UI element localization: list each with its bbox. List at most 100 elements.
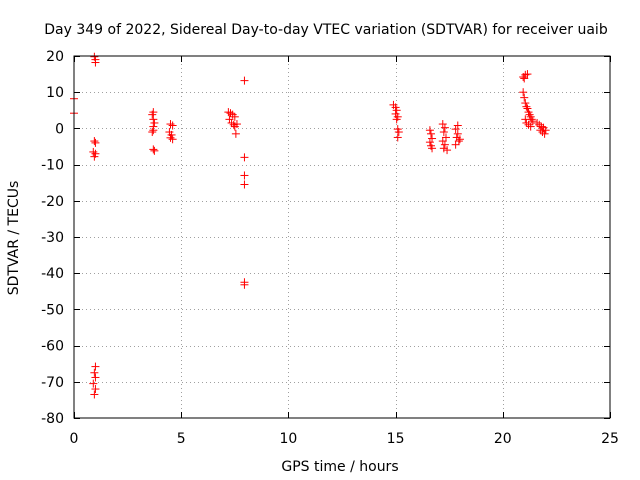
data-point (426, 129, 435, 138)
data-point (425, 138, 434, 147)
data-point (166, 133, 175, 142)
data-point (240, 153, 249, 162)
data-point (91, 138, 100, 147)
data-point (540, 129, 549, 138)
axis-ticks: 0 5 10 15 20 25 20 10 0 -10 -20 -30 -40 -50 -60 -70 -80 (41, 49, 619, 447)
data-point (538, 128, 547, 137)
data-point (225, 115, 234, 124)
data-point (90, 137, 99, 146)
data-point (89, 147, 98, 156)
data-point (541, 126, 550, 135)
data-point (453, 129, 462, 138)
data-point (519, 88, 528, 97)
chart-title: Day 349 of 2022, Sidereal Day-to-day VTE… (44, 22, 608, 38)
y-tick-label: -20 (41, 194, 64, 210)
y-tick-label: 20 (46, 49, 64, 65)
x-tick-label: 25 (601, 431, 619, 447)
y-tick-label: -10 (41, 158, 64, 174)
data-point (149, 145, 158, 154)
data-point (149, 126, 158, 135)
data-point (521, 99, 530, 108)
data-point (168, 135, 177, 144)
x-axis-label: GPS time / hours (281, 459, 398, 475)
y-tick-label: -50 (41, 302, 64, 318)
data-point (428, 144, 437, 153)
data-point (441, 133, 450, 142)
data-point (455, 135, 464, 144)
data-point (521, 115, 530, 124)
y-tick-label: 10 (46, 85, 64, 101)
data-point (520, 74, 529, 83)
data-point (438, 120, 447, 129)
y-tick-label: -60 (41, 339, 64, 355)
data-point (230, 112, 239, 121)
data-point (392, 115, 401, 124)
data-point (90, 390, 99, 399)
x-tick-label: 15 (387, 431, 405, 447)
data-point (533, 118, 542, 127)
data-point (227, 118, 236, 127)
data-point (166, 120, 175, 129)
x-tick-label: 10 (279, 431, 297, 447)
data-point (523, 70, 532, 79)
plot-frame (73, 55, 611, 419)
data-point (522, 102, 531, 111)
data-point (150, 118, 159, 127)
data-point (90, 152, 99, 161)
data-point (425, 126, 434, 135)
data-point (439, 128, 448, 137)
data-point (231, 129, 240, 138)
data-point (393, 133, 402, 142)
data-point (240, 171, 249, 180)
y-tick-label: -80 (41, 411, 64, 427)
data-point (148, 128, 157, 137)
data-point (438, 137, 447, 146)
data-point (150, 146, 159, 155)
y-tick-label: -70 (41, 375, 64, 391)
data-point (439, 144, 448, 153)
data-point (224, 108, 233, 117)
data-point (89, 379, 98, 388)
data-point (522, 118, 531, 127)
data-point (443, 146, 452, 155)
data-point (524, 120, 533, 129)
data-point (454, 137, 463, 146)
data-point (392, 106, 401, 115)
data-point (91, 58, 100, 67)
data-point (90, 368, 99, 377)
y-tick-label: -40 (41, 266, 64, 282)
data-point (528, 117, 537, 126)
x-tick-label: 20 (494, 431, 512, 447)
data-point (91, 373, 100, 382)
data-point (537, 122, 546, 131)
data-point (149, 115, 158, 124)
y-axis-label: SDTVAR / TECUs (6, 181, 22, 296)
data-point (232, 120, 241, 129)
data-point (535, 120, 544, 129)
data-point (240, 180, 249, 189)
data-point (523, 104, 532, 113)
data-point (229, 120, 238, 129)
x-tick-label: 5 (177, 431, 186, 447)
x-tick-label: 0 (70, 431, 79, 447)
data-point (521, 70, 530, 79)
data-point (440, 123, 449, 132)
y-tick-label: 0 (55, 121, 64, 137)
data-point (453, 121, 462, 130)
data-point (148, 110, 157, 119)
data-points (70, 52, 550, 399)
data-point (451, 125, 460, 134)
data-point (394, 128, 403, 137)
y-tick-label: -30 (41, 230, 64, 246)
data-point (240, 76, 249, 85)
data-point (428, 134, 437, 143)
data-point (526, 122, 535, 131)
grid-lines (74, 56, 610, 418)
data-point (451, 140, 460, 149)
data-point (91, 385, 100, 394)
data-point (168, 121, 177, 130)
data-point (452, 133, 461, 142)
data-point (520, 93, 529, 102)
data-point (440, 140, 449, 149)
